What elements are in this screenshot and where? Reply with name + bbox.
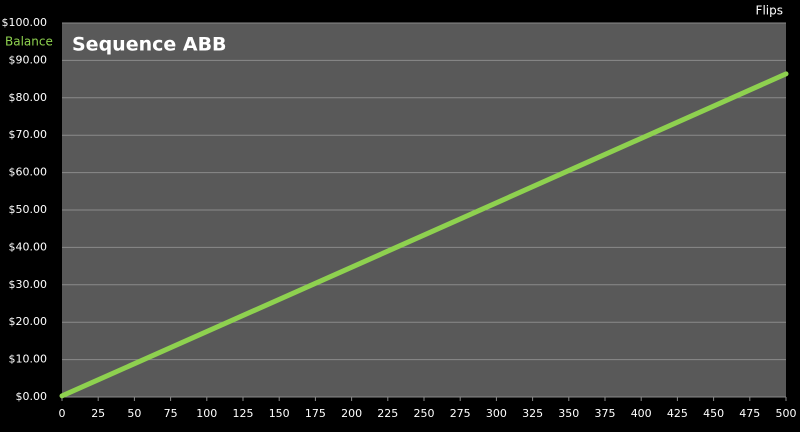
- y-tick-label: $50.00: [9, 203, 48, 216]
- x-tick-label: 425: [667, 407, 688, 420]
- x-tick-label: 325: [522, 407, 543, 420]
- y-axis-label: Balance: [5, 35, 53, 49]
- chart-title: Sequence ABB: [72, 34, 227, 56]
- x-tick-label: 50: [127, 407, 141, 420]
- x-tick-label: 125: [233, 407, 254, 420]
- y-tick-label: $0.00: [16, 390, 48, 403]
- y-tick-label: $80.00: [9, 91, 48, 104]
- x-tick-label: 500: [776, 407, 797, 420]
- x-tick-label: 150: [269, 407, 290, 420]
- y-tick-label: $60.00: [9, 166, 48, 179]
- y-tick-label: $30.00: [9, 278, 48, 291]
- y-tick-label: $10.00: [9, 353, 48, 366]
- x-tick-label: 225: [377, 407, 398, 420]
- x-tick-label: 450: [703, 407, 724, 420]
- x-tick-label: 100: [196, 407, 217, 420]
- line-series: [59, 71, 789, 399]
- x-tick-label: 200: [341, 407, 362, 420]
- x-tick-label: 350: [558, 407, 579, 420]
- x-tick-label: 300: [486, 407, 507, 420]
- x-axis-label: Flips: [756, 4, 783, 18]
- x-tick-label: 275: [450, 407, 471, 420]
- y-tick-label: $40.00: [9, 240, 48, 253]
- x-tick-label: 175: [305, 407, 326, 420]
- y-tick-label: $100.00: [2, 16, 48, 29]
- grid: [61, 22, 787, 401]
- x-tick-label: 25: [91, 407, 105, 420]
- x-tick-label: 475: [739, 407, 760, 420]
- y-tick-label: $20.00: [9, 315, 48, 328]
- x-tick-label: 0: [59, 407, 66, 420]
- x-tick-label: 375: [595, 407, 616, 420]
- marks: [59, 71, 789, 399]
- y-tick-label: $90.00: [9, 53, 48, 66]
- x-tick-label: 75: [164, 407, 178, 420]
- x-tick-label: 250: [414, 407, 435, 420]
- x-tick-label: 400: [631, 407, 652, 420]
- y-tick-label: $70.00: [9, 128, 48, 141]
